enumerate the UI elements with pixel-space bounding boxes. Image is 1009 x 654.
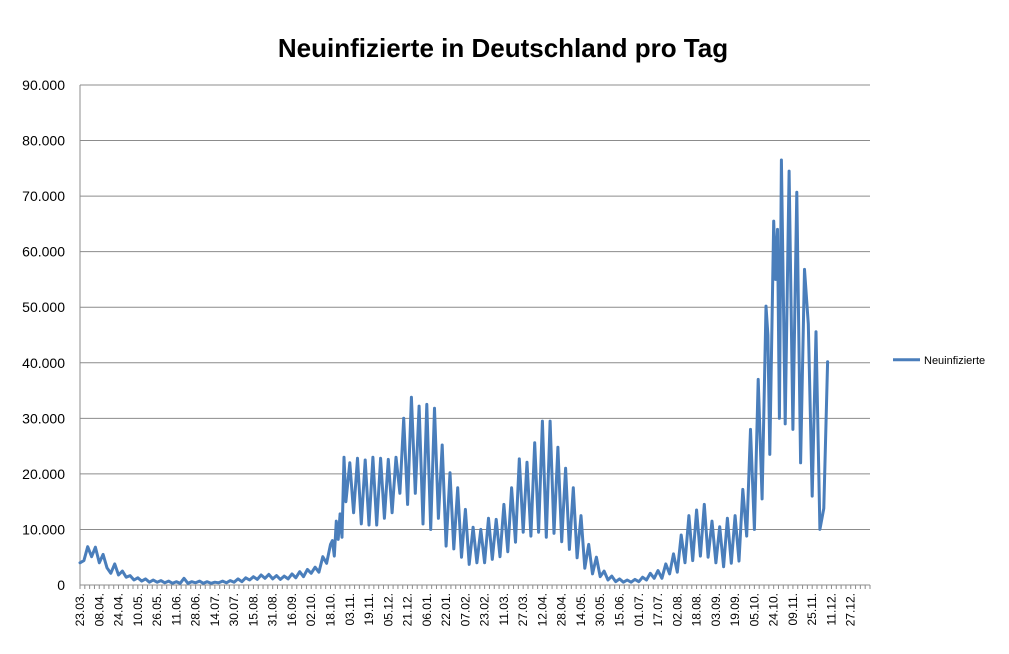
- x-tick-label: 15.08.: [246, 593, 260, 626]
- x-axis-ticks: 23.03. 08.04. 24.04. 10.05. 26.05. 11.06. 28.0…: [73, 585, 871, 626]
- y-axis-ticks: 0 10.000 20.000 30.000 40.000 50.000 60.000 70.…: [22, 77, 65, 593]
- y-tick-label: 10.000: [22, 521, 65, 537]
- x-tick-label: 15.06.: [613, 593, 627, 626]
- x-tick-label: 24.04.: [112, 593, 126, 626]
- y-tick-label: 20.000: [22, 466, 65, 482]
- x-tick-label: 31.08.: [266, 593, 280, 626]
- x-tick-label: 16.09.: [285, 593, 299, 626]
- x-tick-label: 24.10.: [767, 593, 781, 626]
- axes: [79, 85, 870, 586]
- x-tick-label: 06.01.: [420, 593, 434, 626]
- gridlines: [80, 84, 870, 530]
- x-tick-label: 27.12.: [844, 593, 858, 626]
- x-tick-label: 03.09.: [709, 593, 723, 626]
- y-tick-label: 50.000: [22, 299, 65, 315]
- y-tick-label: 60.000: [22, 244, 65, 260]
- x-tick-label: 18.08.: [690, 593, 704, 626]
- x-tick-label: 30.07.: [227, 593, 241, 626]
- x-tick-label: 17.07.: [651, 593, 665, 626]
- series-layer: [78, 158, 830, 585]
- y-tick-label: 80.000: [22, 133, 65, 149]
- x-tick-label: 26.05.: [150, 593, 164, 626]
- x-tick-label: 28.06.: [189, 593, 203, 626]
- x-tick-label: 18.10.: [323, 593, 337, 626]
- x-tick-label: 09.11.: [786, 593, 800, 625]
- x-tick-label: 11.06.: [169, 593, 183, 625]
- y-tick-label: 0: [57, 577, 65, 593]
- x-tick-label: 01.07.: [632, 593, 646, 626]
- y-tick-label: 30.000: [22, 410, 65, 426]
- x-tick-label: 27.03.: [516, 593, 530, 626]
- x-tick-label: 11.03.: [497, 593, 511, 625]
- x-tick-label: 30.05.: [593, 593, 607, 626]
- x-tick-label: 14.07.: [208, 593, 222, 626]
- x-tick-label: 25.11.: [805, 593, 819, 625]
- x-tick-label: 23.02.: [478, 593, 492, 626]
- y-tick-label: 40.000: [22, 355, 65, 371]
- x-tick-label: 19.11.: [362, 593, 376, 625]
- x-tick-label: 11.12.: [824, 593, 838, 625]
- x-tick-label: 14.05.: [574, 593, 588, 626]
- legend: Neuinfizierte: [893, 355, 985, 367]
- x-tick-label: 02.08.: [670, 593, 684, 626]
- x-tick-label: 10.05.: [131, 593, 145, 626]
- x-tick-label: 22.01.: [439, 593, 453, 626]
- series-line-neuinfizierte: [78, 158, 830, 585]
- x-tick-label: 07.02.: [458, 593, 472, 626]
- x-tick-label: 28.04.: [555, 593, 569, 626]
- x-tick-label: 03.11.: [343, 593, 357, 625]
- chart-title: Neuinfizierte in Deutschland pro Tag: [278, 33, 728, 63]
- y-tick-label: 90.000: [22, 77, 65, 93]
- y-tick-label: 70.000: [22, 188, 65, 204]
- x-tick-label: 05.12.: [381, 593, 395, 626]
- x-tick-label: 23.03.: [73, 593, 87, 626]
- x-tick-label: 21.12.: [401, 593, 415, 626]
- x-tick-label: 02.10.: [304, 593, 318, 626]
- x-tick-label: 12.04.: [535, 593, 549, 626]
- x-tick-label: 08.04.: [92, 593, 106, 626]
- x-tick-label: 19.09.: [728, 593, 742, 626]
- legend-label: Neuinfizierte: [924, 355, 985, 367]
- x-tick-label: 05.10.: [747, 593, 761, 626]
